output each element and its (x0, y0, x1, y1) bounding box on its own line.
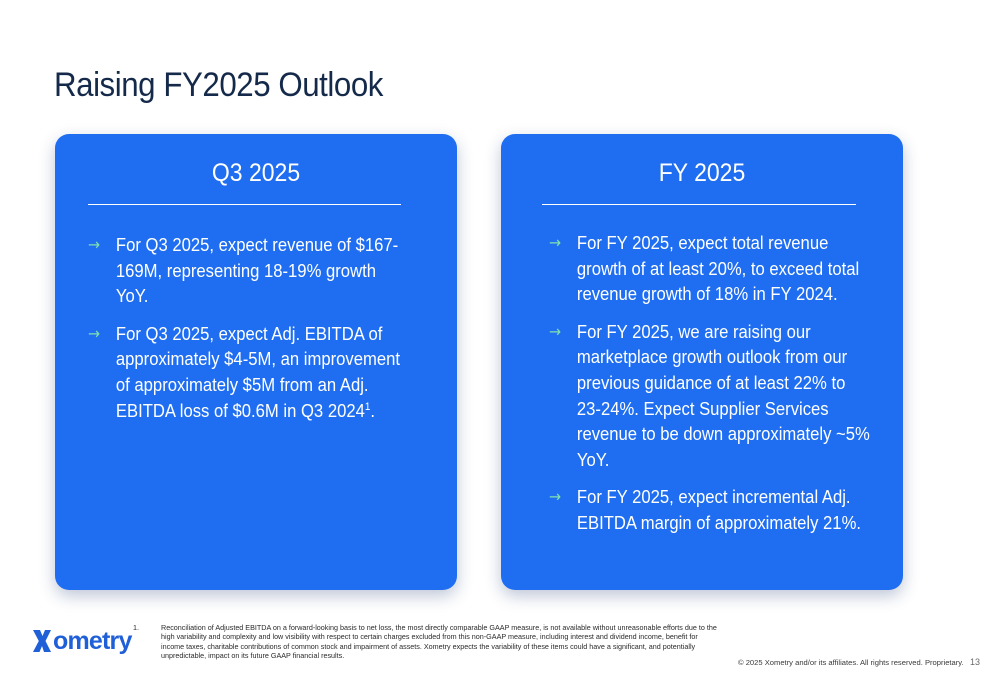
footnote-text: Reconciliation of Adjusted EBITDA on a f… (161, 623, 717, 661)
arrow-right-icon: → (549, 487, 562, 507)
card-divider (88, 204, 401, 205)
bullet-item: → For Q3 2025, expect Adj. EBITDA of app… (88, 321, 412, 423)
arrow-right-icon: → (549, 233, 562, 252)
bullet-text: For FY 2025, expect total revenue growth… (576, 232, 860, 305)
footnote-number: 1. (133, 623, 139, 632)
page-number: 13 (970, 657, 981, 667)
bullet-item: → For FY 2025, we are raising our market… (549, 319, 873, 473)
fy-2025-card: FY 2025 → For FY 2025, expect total reve… (501, 134, 903, 590)
bullet-item: → For Q3 2025, expect revenue of $167-16… (88, 232, 412, 309)
xometry-x-logo-icon (33, 630, 51, 652)
card-heading: Q3 2025 (211, 159, 301, 187)
footnote-reference: 1 (364, 400, 371, 413)
q3-2025-card: Q3 2025 → For Q3 2025, expect revenue of… (55, 134, 457, 590)
card-heading: FY 2025 (658, 159, 746, 187)
bullet-text-tail: . (370, 399, 376, 421)
bullet-text: For Q3 2025, expect revenue of $167-169M… (115, 234, 399, 307)
arrow-right-icon: → (88, 323, 101, 343)
bullet-list: → For FY 2025, expect total revenue grow… (549, 230, 879, 548)
logo-wordmark: ometry (53, 626, 132, 655)
bullet-text: For Q3 2025, expect Adj. EBITDA of appro… (115, 322, 401, 421)
copyright-notice: © 2025 Xometry and/or its affiliates. Al… (738, 658, 964, 667)
xometry-logo: ometry (32, 626, 132, 656)
arrow-right-icon: → (88, 235, 101, 254)
arrow-right-icon: → (549, 321, 562, 341)
page-title: Raising FY2025 Outlook (54, 66, 383, 104)
bullet-text: For FY 2025, expect incremental Adj. EBI… (576, 486, 862, 533)
bullet-list: → For Q3 2025, expect revenue of $167-16… (88, 232, 418, 435)
bullet-text: For FY 2025, we are raising our marketpl… (576, 320, 870, 470)
footnote: 1. Reconciliation of Adjusted EBITDA on … (133, 623, 718, 661)
bullet-item: → For FY 2025, expect incremental Adj. E… (549, 484, 873, 535)
card-divider (542, 204, 856, 205)
bullet-item: → For FY 2025, expect total revenue grow… (549, 230, 873, 307)
